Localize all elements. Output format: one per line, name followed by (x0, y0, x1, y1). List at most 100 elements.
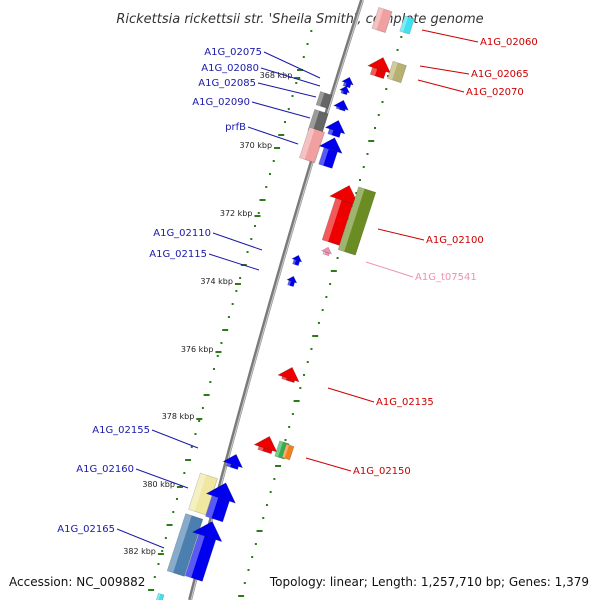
tick-mark (227, 316, 230, 318)
tick-mark (259, 199, 266, 201)
tick-mark (254, 543, 257, 545)
forward-gene-label: A1G_02110 (153, 228, 211, 239)
tick-mark (288, 426, 291, 428)
gene-a1g-02065 (367, 57, 392, 80)
tick-mark (321, 309, 324, 311)
tick-mark (336, 257, 339, 259)
forward-gene-label: A1G_02115 (149, 249, 207, 260)
gene-a1g-02060 (371, 6, 393, 34)
tick-mark (283, 121, 286, 123)
label-connector (421, 29, 479, 43)
gene-a1g-02090b (324, 119, 346, 138)
tick-mark (209, 381, 212, 383)
forward-gene-label: A1G_02075 (204, 47, 262, 58)
tick-mark (291, 413, 294, 415)
tick-mark (222, 329, 229, 331)
kbp-tick (274, 147, 281, 149)
tick-mark (366, 153, 369, 155)
tick-mark (278, 134, 285, 136)
tick-mark (262, 517, 265, 519)
tick-mark (175, 498, 178, 500)
gene-a1g-02060b (399, 15, 415, 35)
tick-mark (256, 530, 263, 532)
tick-mark (185, 459, 192, 461)
reverse-gene-label: A1G_02060 (480, 37, 538, 48)
label-connector (377, 228, 425, 241)
tick-mark (194, 433, 197, 435)
gene-a1g-02100 (321, 185, 360, 246)
gene-prfb (299, 126, 325, 164)
reverse-gene-label: A1G_02070 (466, 87, 524, 98)
kbp-tick (254, 215, 261, 217)
gene-a1g-02160 (188, 472, 218, 516)
tick-mark (306, 43, 309, 45)
gene-a1g-02085 (315, 91, 333, 109)
forward-gene-label: A1G_02080 (201, 63, 259, 74)
label-connector (257, 82, 317, 98)
kbp-label: 370 kbp (239, 141, 272, 150)
tick-mark (317, 322, 320, 324)
tick-mark (297, 69, 304, 71)
tick-mark (157, 563, 160, 565)
tick-mark (291, 95, 294, 97)
gene-a1g-02135 (277, 366, 300, 384)
reverse-gene-label: A1G_02150 (353, 466, 411, 477)
tick-mark (330, 270, 337, 272)
tick-mark (238, 595, 245, 597)
tick-mark (385, 88, 388, 90)
tick-mark (325, 296, 328, 298)
label-connector (247, 126, 299, 145)
tick-mark (275, 465, 282, 467)
tick-mark (166, 524, 173, 526)
kbp-tick (234, 283, 241, 285)
gene-a1g-02155 (222, 453, 244, 470)
gene-labels: A1G_02075 A1G_02080 A1G_02085 A1G_02090 prfB… (57, 37, 538, 535)
reverse-gene-label: A1G_02100 (426, 235, 484, 246)
forward-gene-label: A1G_02155 (92, 425, 150, 436)
gene-a1g-02075 (341, 76, 354, 89)
topology-text: Topology: linear; Length: 1,257,710 bp; … (269, 575, 589, 589)
kbp-label: 378 kbp (162, 412, 195, 421)
tick-mark (299, 387, 302, 389)
tick-mark (368, 140, 375, 142)
kbp-label: 372 kbp (220, 209, 253, 218)
tick-mark (396, 49, 399, 51)
tick-mark (293, 400, 300, 402)
tick-mark (272, 160, 275, 162)
gene-a1g-02115 (286, 275, 298, 288)
tick-mark (250, 238, 253, 240)
tick-mark (164, 537, 167, 539)
tick-mark (213, 368, 216, 370)
label-connector (135, 468, 189, 489)
tick-mark (251, 556, 254, 558)
gene-a1g-02165b (184, 521, 223, 582)
kbp-label: 382 kbp (123, 547, 156, 556)
kbp-label: 374 kbp (200, 277, 233, 286)
kbp-tick (215, 351, 222, 353)
tick-mark (161, 550, 164, 552)
tick-mark (377, 114, 380, 116)
map-title: Rickettsia rickettsii str. 'Sheila Smith… (116, 12, 483, 27)
kbp-tick (176, 486, 183, 488)
reverse-gene-label: A1G_02065 (471, 69, 529, 80)
tick-mark (257, 212, 260, 214)
forward-gene-label: A1G_02165 (57, 524, 115, 535)
tick-mark (243, 582, 246, 584)
tick-mark (355, 192, 358, 194)
tick-mark (284, 439, 287, 441)
tick-mark (381, 101, 384, 103)
tick-mark (303, 374, 306, 376)
tick-mark (265, 504, 268, 506)
forward-gene-label: A1G_02090 (192, 97, 250, 108)
label-connector (417, 79, 465, 93)
label-connector (327, 387, 375, 403)
tick-mark (203, 394, 210, 396)
gene-a1g-02085b (333, 99, 349, 112)
forward-gene-label: prfB (225, 122, 246, 133)
tick-mark (216, 355, 219, 357)
label-connector (212, 232, 263, 251)
tick-mark (254, 225, 257, 227)
tick-mark (190, 446, 193, 448)
tick-mark (153, 576, 156, 578)
tick-mark (295, 82, 298, 84)
